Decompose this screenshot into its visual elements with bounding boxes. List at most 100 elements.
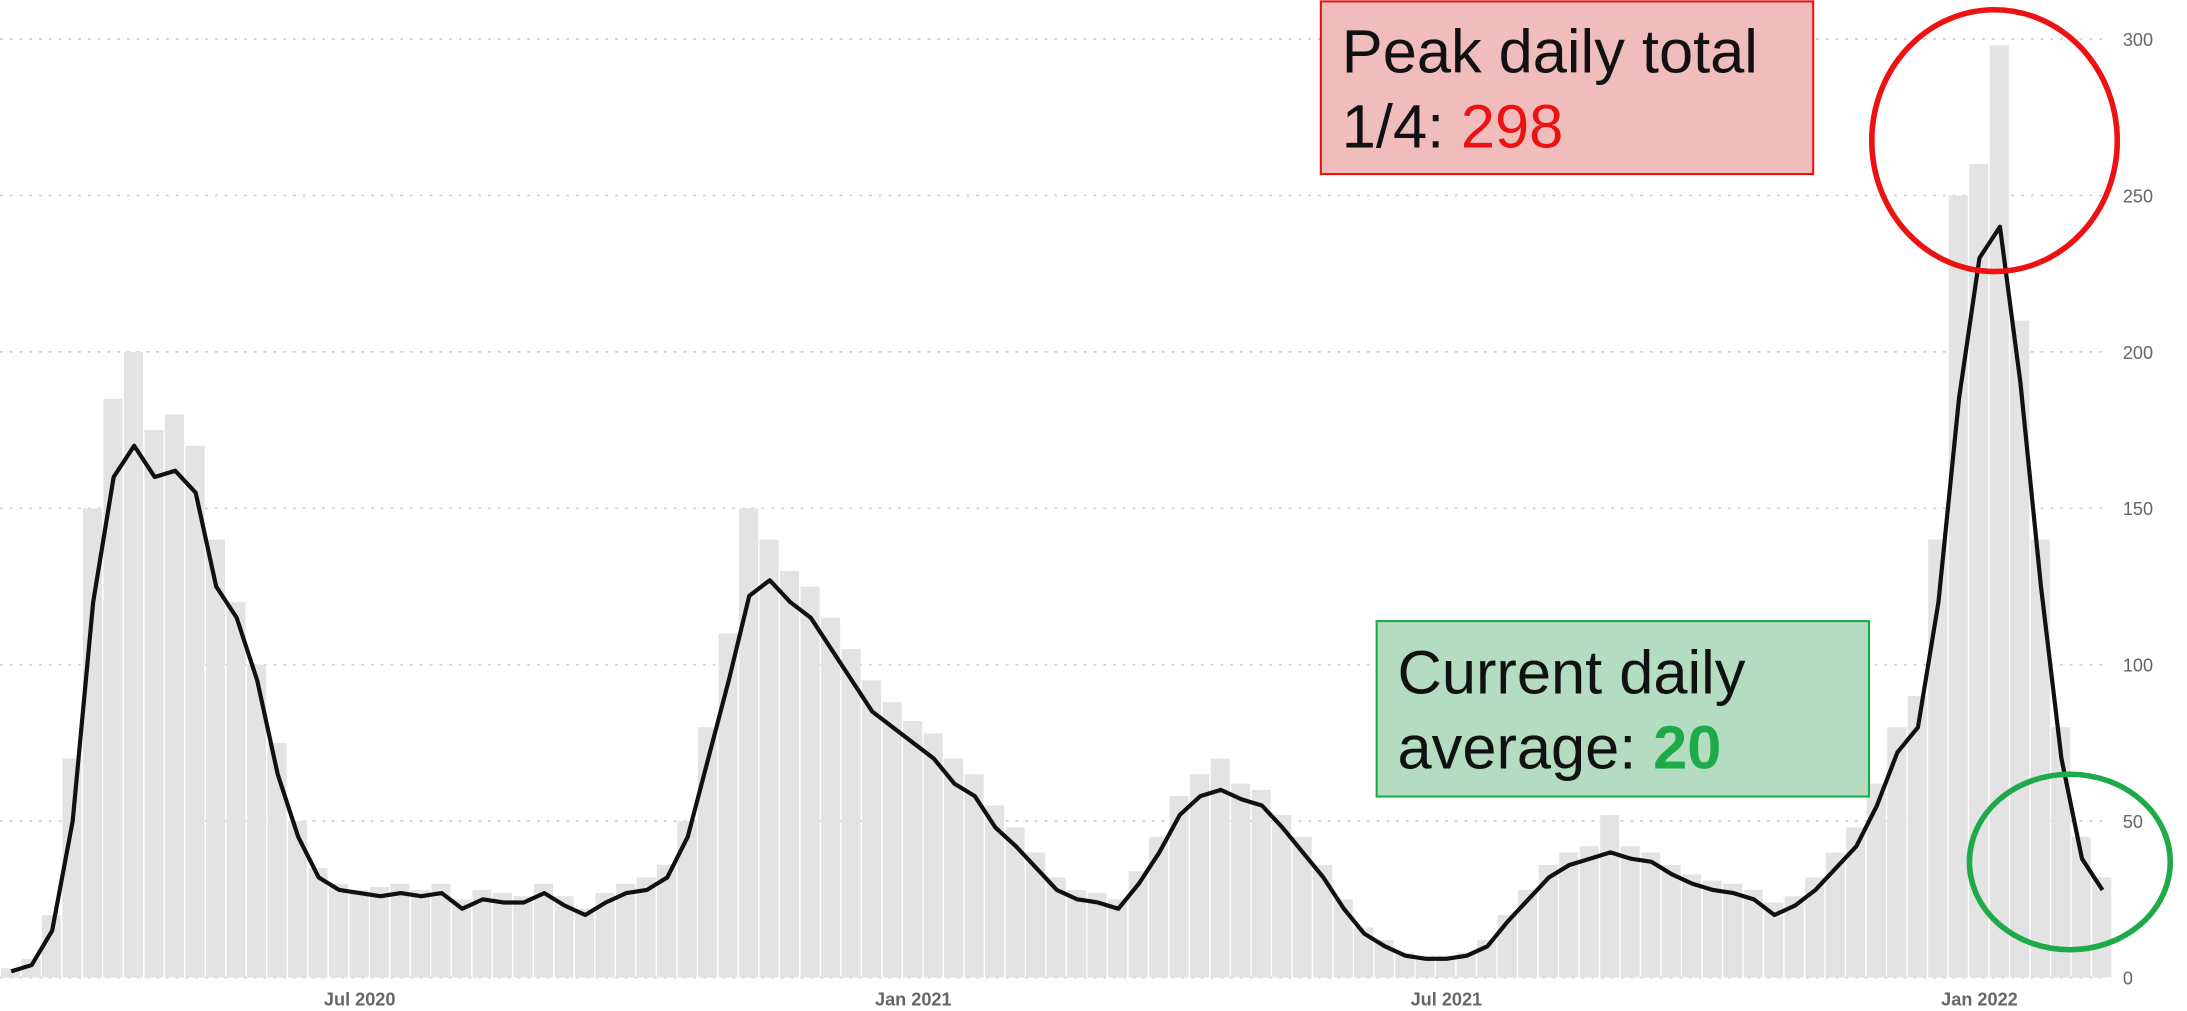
bar <box>1989 45 2009 978</box>
bar <box>164 414 185 978</box>
y-tick-label: 250 <box>2123 186 2153 206</box>
grid <box>0 38 2107 979</box>
bar <box>308 868 328 978</box>
bar <box>1948 195 1968 978</box>
bar <box>759 539 779 978</box>
y-tick-label: 0 <box>2123 969 2133 989</box>
bar <box>1559 852 1579 978</box>
bar <box>1292 836 1312 978</box>
bar <box>1866 783 1886 978</box>
bar <box>1969 164 1989 978</box>
current-box <box>1375 620 1871 798</box>
annotation-value: 20 <box>1653 713 1721 782</box>
bar <box>1210 758 1230 978</box>
bar <box>882 702 902 978</box>
bar <box>21 958 41 978</box>
bar <box>780 570 800 978</box>
bar <box>103 398 123 978</box>
bar <box>472 889 492 978</box>
bar <box>1723 883 1743 978</box>
bar <box>985 805 1005 978</box>
lines <box>10 224 2105 974</box>
annotation-line: Current daily <box>1398 638 1746 707</box>
bar <box>595 893 615 978</box>
bar <box>1149 836 1169 978</box>
bar <box>62 758 82 978</box>
bar <box>923 733 943 978</box>
bar <box>82 508 103 978</box>
bar <box>1682 874 1702 978</box>
x-tick-label: Jan 2022 <box>1941 989 2018 1009</box>
bar <box>185 445 205 978</box>
bar <box>1805 877 1825 978</box>
bar <box>657 864 677 978</box>
annotation-value: 298 <box>1461 92 1563 161</box>
bar <box>0 968 21 978</box>
bar <box>1538 864 1558 978</box>
bar <box>2030 539 2050 978</box>
bar <box>944 758 964 978</box>
bar <box>349 889 369 978</box>
bar <box>1333 899 1353 978</box>
bar <box>1928 539 1948 978</box>
x-tick-label: Jan 2021 <box>875 989 952 1009</box>
bar <box>574 908 595 978</box>
y-tick-label: 200 <box>2123 343 2153 363</box>
annotations: Peak daily total 1/4: 298 Current dailyaver… <box>1342 16 1758 781</box>
bar <box>1231 783 1251 978</box>
bar <box>513 896 533 978</box>
bar <box>1907 696 1927 978</box>
annotation-line: Peak daily total <box>1342 16 1758 85</box>
peak-circle <box>1868 6 2121 275</box>
annotation-text: average: <box>1398 713 1637 782</box>
bar <box>1128 871 1148 978</box>
bar <box>903 721 923 978</box>
bar <box>718 633 738 978</box>
bar <box>739 508 759 978</box>
bar <box>369 886 390 978</box>
bar <box>431 883 451 978</box>
bar <box>1743 889 1763 978</box>
bar <box>1108 899 1128 978</box>
x-tick-label: Jul 2020 <box>324 989 396 1009</box>
bar <box>1313 864 1333 978</box>
peak-box <box>1319 0 1815 176</box>
bar <box>1251 789 1271 978</box>
bar <box>2092 877 2112 978</box>
bar <box>800 586 820 978</box>
bar <box>1067 889 1087 978</box>
bar <box>1415 955 1435 978</box>
bar <box>1661 864 1681 978</box>
bar <box>1087 893 1107 978</box>
bar <box>1702 880 1722 978</box>
bar <box>144 430 164 978</box>
bar <box>1395 952 1415 978</box>
bar <box>267 742 287 978</box>
bar <box>1190 774 1210 978</box>
bar <box>41 915 62 978</box>
x-tick-label: Jul 2021 <box>1411 989 1483 1009</box>
bar <box>2051 727 2071 978</box>
bar <box>390 883 410 978</box>
bar <box>1436 955 1456 978</box>
y-tick-label: 100 <box>2123 656 2153 676</box>
bar <box>1272 814 1292 978</box>
bar <box>123 351 144 978</box>
bar <box>677 821 697 978</box>
bar <box>1846 827 1866 978</box>
bar <box>1046 877 1066 978</box>
bar <box>1784 896 1804 978</box>
bar <box>862 680 882 978</box>
bar <box>1887 727 1907 978</box>
annotation-line: 1/4: 298 <box>1342 92 1563 161</box>
bar <box>554 896 574 978</box>
bar <box>1005 827 1025 978</box>
bar <box>1600 814 1620 978</box>
bar <box>410 889 431 978</box>
bar <box>1518 889 1538 978</box>
bar <box>1026 852 1046 978</box>
bar <box>328 883 349 978</box>
y-tick-label: 150 <box>2123 499 2153 519</box>
bar <box>841 649 861 978</box>
